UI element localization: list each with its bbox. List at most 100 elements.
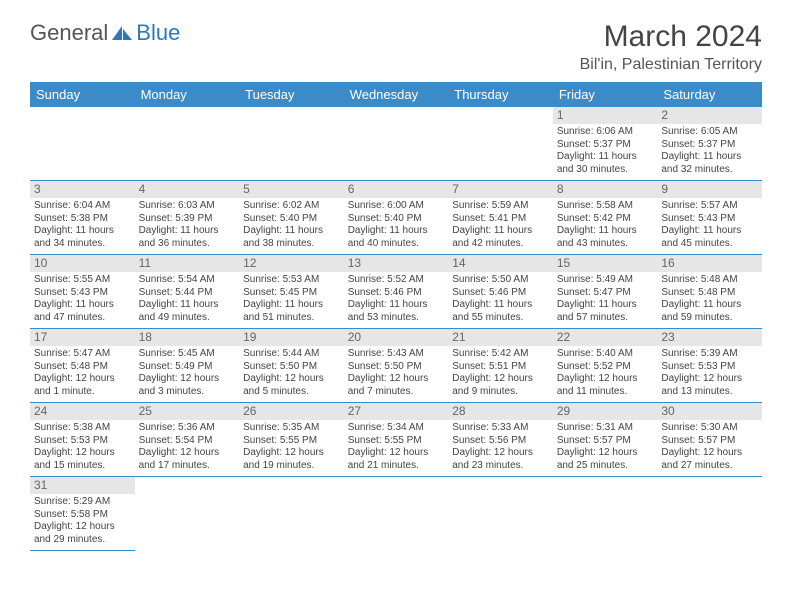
cell-text-sunrise: Sunrise: 5:48 AM: [661, 274, 758, 287]
cell-text-daylight2: and 32 minutes.: [661, 164, 758, 177]
day-number: 7: [448, 181, 553, 198]
day-number: 13: [344, 255, 449, 272]
calendar-row: 31Sunrise: 5:29 AMSunset: 5:58 PMDayligh…: [30, 477, 762, 551]
cell-text-sunset: Sunset: 5:45 PM: [243, 287, 340, 300]
calendar-cell: 6Sunrise: 6:00 AMSunset: 5:40 PMDaylight…: [344, 181, 449, 255]
cell-text-sunrise: Sunrise: 5:57 AM: [661, 200, 758, 213]
day-header: Thursday: [448, 82, 553, 107]
calendar-cell: 13 Sunrise: 5:52 AMSunset: 5:46 PMDayligh…: [344, 255, 449, 329]
calendar-cell: 24Sunrise: 5:38 AMSunset: 5:53 PMDayligh…: [30, 403, 135, 477]
calendar-cell: [239, 107, 344, 181]
cell-text-daylight1: Daylight: 12 hours: [557, 373, 654, 386]
calendar-cell: 31Sunrise: 5:29 AMSunset: 5:58 PMDayligh…: [30, 477, 135, 551]
cell-text-sunset: Sunset: 5:50 PM: [243, 361, 340, 374]
day-number: 22: [553, 329, 658, 346]
day-number: 29: [553, 403, 658, 420]
cell-text-sunset: Sunset: 5:40 PM: [348, 213, 445, 226]
cell-text-daylight2: and 43 minutes.: [557, 238, 654, 251]
cell-text-daylight1: Daylight: 11 hours: [348, 299, 445, 312]
cell-text-sunset: Sunset: 5:49 PM: [139, 361, 236, 374]
cell-text-daylight2: and 45 minutes.: [661, 238, 758, 251]
cell-text-sunrise: Sunrise: 5:36 AM: [139, 422, 236, 435]
day-number: 10: [30, 255, 135, 272]
cell-text-sunrise: Sunrise: 5:40 AM: [557, 348, 654, 361]
cell-text-daylight2: and 29 minutes.: [34, 534, 131, 547]
day-number: 11: [135, 255, 240, 272]
day-header: Saturday: [657, 82, 762, 107]
cell-text-daylight1: Daylight: 12 hours: [661, 373, 758, 386]
day-number: 26: [239, 403, 344, 420]
calendar-row: 24Sunrise: 5:38 AMSunset: 5:53 PMDayligh…: [30, 403, 762, 477]
cell-text-sunrise: Sunrise: 5:34 AM: [348, 422, 445, 435]
cell-text-sunset: Sunset: 5:53 PM: [661, 361, 758, 374]
calendar-cell: [448, 477, 553, 551]
cell-text-daylight2: and 3 minutes.: [139, 386, 236, 399]
day-number: 14: [448, 255, 553, 272]
day-number: 16: [657, 255, 762, 272]
cell-text-sunrise: Sunrise: 6:05 AM: [661, 126, 758, 139]
cell-text-daylight2: and 17 minutes.: [139, 460, 236, 473]
cell-text-sunset: Sunset: 5:37 PM: [557, 139, 654, 152]
cell-text-sunset: Sunset: 5:51 PM: [452, 361, 549, 374]
cell-text-daylight2: and 7 minutes.: [348, 386, 445, 399]
cell-text-daylight2: and 9 minutes.: [452, 386, 549, 399]
cell-text-sunrise: Sunrise: 5:33 AM: [452, 422, 549, 435]
cell-text-daylight1: Daylight: 12 hours: [139, 373, 236, 386]
calendar-cell: 20Sunrise: 5:43 AMSunset: 5:50 PMDayligh…: [344, 329, 449, 403]
cell-text-daylight1: Daylight: 12 hours: [557, 447, 654, 460]
cell-text-daylight1: Daylight: 11 hours: [139, 225, 236, 238]
day-header: Wednesday: [344, 82, 449, 107]
cell-text-sunset: Sunset: 5:55 PM: [348, 435, 445, 448]
day-number: 9: [657, 181, 762, 198]
calendar-cell: [135, 107, 240, 181]
day-number: 1: [553, 107, 658, 124]
cell-text-sunrise: Sunrise: 5:55 AM: [34, 274, 131, 287]
calendar-cell: 3Sunrise: 6:04 AMSunset: 5:38 PMDaylight…: [30, 181, 135, 255]
calendar-cell: 15Sunrise: 5:49 AMSunset: 5:47 PMDayligh…: [553, 255, 658, 329]
cell-text-sunset: Sunset: 5:46 PM: [348, 287, 445, 300]
calendar-row: 17Sunrise: 5:47 AMSunset: 5:48 PMDayligh…: [30, 329, 762, 403]
cell-text-sunset: Sunset: 5:41 PM: [452, 213, 549, 226]
calendar-cell: [30, 107, 135, 181]
cell-text-daylight1: Daylight: 11 hours: [34, 225, 131, 238]
calendar-cell: 2Sunrise: 6:05 AMSunset: 5:37 PMDaylight…: [657, 107, 762, 181]
cell-text-daylight1: Daylight: 11 hours: [243, 299, 340, 312]
cell-text-sunrise: Sunrise: 5:52 AM: [348, 274, 445, 287]
logo: General Blue: [30, 20, 180, 46]
cell-text-sunrise: Sunrise: 5:35 AM: [243, 422, 340, 435]
cell-text-daylight1: Daylight: 12 hours: [661, 447, 758, 460]
cell-text-sunrise: Sunrise: 5:29 AM: [34, 496, 131, 509]
cell-text-sunrise: Sunrise: 5:47 AM: [34, 348, 131, 361]
cell-text-sunrise: Sunrise: 5:58 AM: [557, 200, 654, 213]
cell-text-sunrise: Sunrise: 6:03 AM: [139, 200, 236, 213]
calendar-cell: 8Sunrise: 5:58 AMSunset: 5:42 PMDaylight…: [553, 181, 658, 255]
calendar-cell: 28Sunrise: 5:33 AMSunset: 5:56 PMDayligh…: [448, 403, 553, 477]
logo-text-1: General: [30, 20, 108, 46]
calendar-cell: 1Sunrise: 6:06 AMSunset: 5:37 PMDaylight…: [553, 107, 658, 181]
cell-text-sunrise: Sunrise: 6:06 AM: [557, 126, 654, 139]
cell-text-daylight2: and 5 minutes.: [243, 386, 340, 399]
cell-text-daylight2: and 40 minutes.: [348, 238, 445, 251]
cell-text-sunrise: Sunrise: 6:04 AM: [34, 200, 131, 213]
cell-text-daylight2: and 21 minutes.: [348, 460, 445, 473]
calendar-row: 3Sunrise: 6:04 AMSunset: 5:38 PMDaylight…: [30, 181, 762, 255]
cell-text-sunset: Sunset: 5:43 PM: [661, 213, 758, 226]
cell-text-daylight2: and 53 minutes.: [348, 312, 445, 325]
cell-text-daylight2: and 1 minute.: [34, 386, 131, 399]
cell-text-daylight1: Daylight: 12 hours: [348, 373, 445, 386]
calendar-cell: 10Sunrise: 5:55 AMSunset: 5:43 PMDayligh…: [30, 255, 135, 329]
cell-text-daylight2: and 27 minutes.: [661, 460, 758, 473]
cell-text-sunrise: Sunrise: 5:38 AM: [34, 422, 131, 435]
cell-text-daylight1: Daylight: 12 hours: [243, 373, 340, 386]
cell-text-daylight2: and 38 minutes.: [243, 238, 340, 251]
cell-text-daylight1: Daylight: 11 hours: [661, 299, 758, 312]
cell-text-sunrise: Sunrise: 5:44 AM: [243, 348, 340, 361]
cell-text-daylight1: Daylight: 11 hours: [557, 299, 654, 312]
day-header: Sunday: [30, 82, 135, 107]
cell-text-daylight2: and 34 minutes.: [34, 238, 131, 251]
cell-text-daylight2: and 15 minutes.: [34, 460, 131, 473]
cell-text-daylight2: and 13 minutes.: [661, 386, 758, 399]
cell-text-sunset: Sunset: 5:56 PM: [452, 435, 549, 448]
cell-text-daylight1: Daylight: 11 hours: [661, 225, 758, 238]
day-number: 24: [30, 403, 135, 420]
